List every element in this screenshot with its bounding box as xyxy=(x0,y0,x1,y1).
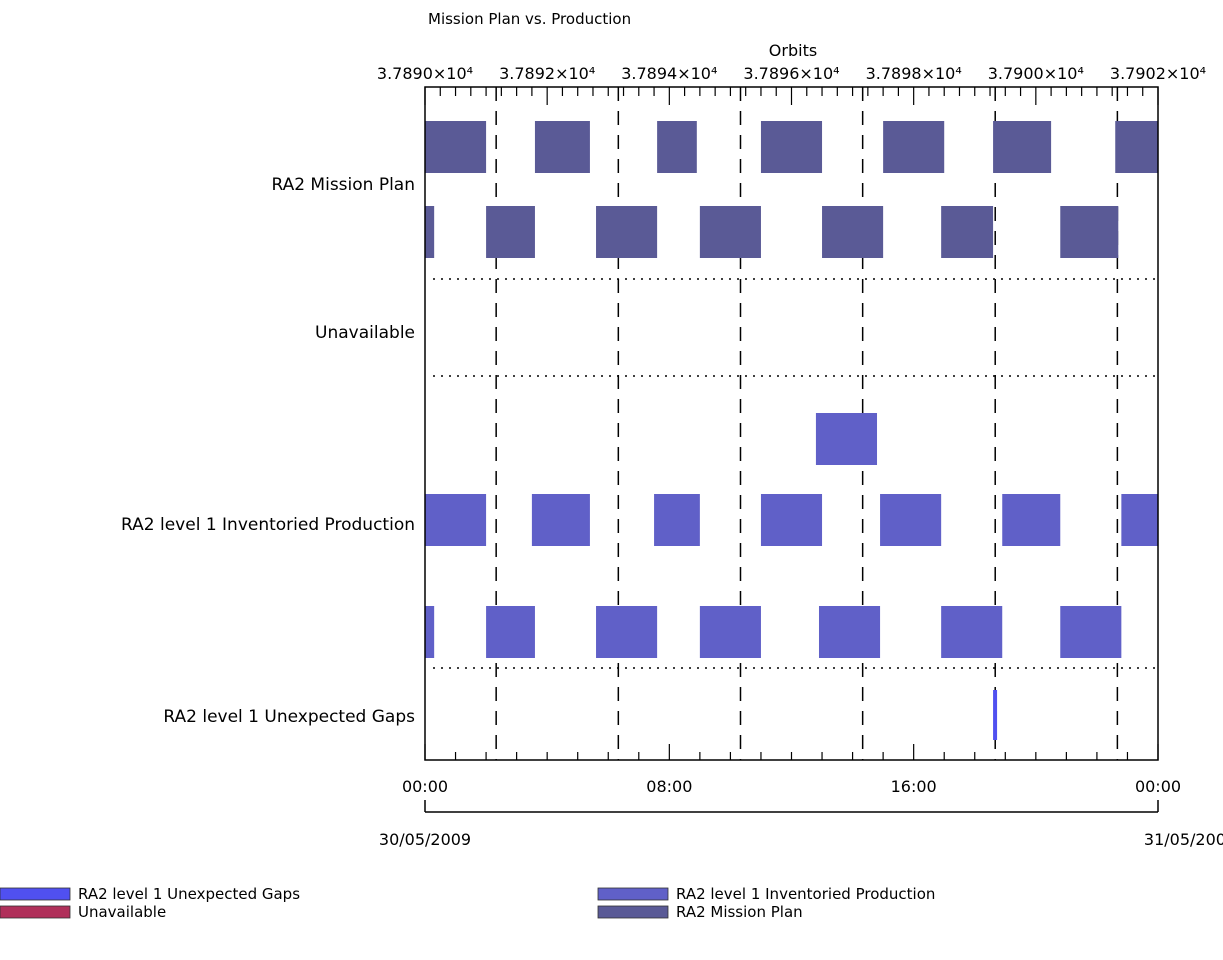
bar-2-2-3 xyxy=(699,606,761,658)
bottom-tick-label-0: 00:00 xyxy=(402,777,448,796)
bar-2-2-6 xyxy=(1060,606,1122,658)
bottom-tick-label-2: 16:00 xyxy=(891,777,937,796)
bar-2-1-3 xyxy=(760,494,823,546)
legend-label-1: Unavailable xyxy=(78,903,166,921)
bar-0-1-4 xyxy=(822,206,884,258)
axis-layer: 3.7890×10⁴ 3.7892×10⁴ 3.7894×10⁴ 3.7896×10⁴… xyxy=(377,64,1223,849)
row-label-3: RA2 level 1 Unexpected Gaps xyxy=(163,707,415,727)
bar-0-1-1 xyxy=(486,206,535,258)
top-tick-label-4: 3.7898×10⁴ xyxy=(866,64,962,83)
bar-0-0-2 xyxy=(657,121,697,173)
bottom-tick-label-3: 00:00 xyxy=(1135,777,1181,796)
bar-2-1-5 xyxy=(1002,494,1061,546)
top-tick-label-0: 3.7890×10⁴ xyxy=(377,64,473,83)
bar-3-0-0 xyxy=(993,690,998,740)
date-label-0: 30/05/2009 xyxy=(379,830,471,849)
bar-2-1-4 xyxy=(880,494,942,546)
date-label-1: 31/05/2009 xyxy=(1144,830,1223,849)
legend-label-2: RA2 level 1 Inventoried Production xyxy=(676,885,935,903)
bar-0-1-5 xyxy=(941,206,994,258)
bar-0-1-3 xyxy=(699,206,761,258)
top-tick-label-6: 3.7902×10⁴ xyxy=(1110,64,1206,83)
bar-2-2-2 xyxy=(596,606,658,658)
bar-0-0-0 xyxy=(425,121,487,173)
bar-2-2-0 xyxy=(425,606,435,658)
row-label-1: Unavailable xyxy=(315,323,415,343)
bar-2-1-2 xyxy=(654,494,700,546)
bar-2-1-6 xyxy=(1121,494,1158,546)
bar-0-0-5 xyxy=(993,121,1052,173)
bar-0-0-4 xyxy=(883,121,945,173)
plot-frame xyxy=(424,86,1159,761)
bar-0-1-0 xyxy=(425,206,435,258)
bars-layer xyxy=(425,121,1158,740)
top-tick-label-2: 3.7894×10⁴ xyxy=(621,64,717,83)
row-label-2: RA2 level 1 Inventoried Production xyxy=(121,515,415,535)
legend-label-0: RA2 level 1 Unexpected Gaps xyxy=(78,885,300,903)
bar-2-0-0 xyxy=(815,413,878,465)
bar-2-2-1 xyxy=(486,606,535,658)
bar-0-1-2 xyxy=(596,206,658,258)
bar-0-0-6 xyxy=(1115,121,1158,173)
bar-2-2-4 xyxy=(818,606,881,658)
top-tick-label-3: 3.7896×10⁴ xyxy=(743,64,839,83)
bar-0-0-3 xyxy=(760,121,823,173)
legend-swatch-3 xyxy=(597,905,669,919)
legend-swatch-0 xyxy=(0,887,71,901)
legend-swatch-1 xyxy=(0,905,71,919)
top-axis-label: Orbits xyxy=(769,41,817,60)
grid-layer xyxy=(433,87,1158,760)
top-tick-label-5: 3.7900×10⁴ xyxy=(988,64,1084,83)
bar-2-1-1 xyxy=(531,494,590,546)
row-label-0: RA2 Mission Plan xyxy=(271,175,415,195)
top-tick-label-1: 3.7892×10⁴ xyxy=(499,64,595,83)
legend-swatch-2 xyxy=(597,887,669,901)
bottom-tick-label-1: 08:00 xyxy=(646,777,692,796)
bar-2-2-5 xyxy=(941,606,1003,658)
bar-2-1-0 xyxy=(425,494,487,546)
chart-title: Mission Plan vs. Production xyxy=(428,10,631,28)
row-labels: RA2 Mission Plan Unavailable RA2 level 1 I… xyxy=(121,175,415,727)
legend-label-3: RA2 Mission Plan xyxy=(676,903,803,921)
bar-0-1-6 xyxy=(1060,206,1119,258)
bar-0-0-1 xyxy=(534,121,590,173)
